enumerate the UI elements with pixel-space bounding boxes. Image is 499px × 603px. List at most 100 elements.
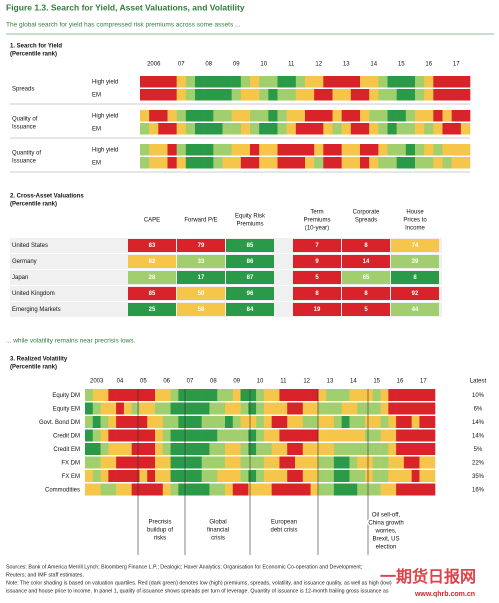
heat-cell	[326, 416, 335, 428]
heat-cell	[170, 443, 179, 455]
heat-cell	[140, 123, 150, 135]
heat-cell	[263, 483, 272, 496]
heat-cell	[201, 470, 210, 482]
heat-cell	[314, 144, 324, 156]
heat-cell	[217, 443, 226, 455]
heat-cell	[139, 456, 148, 469]
year-label: 13	[327, 379, 334, 385]
year-label: 2006	[147, 62, 161, 68]
heat-cell	[100, 456, 109, 469]
watermark-name: 一期货日报网	[380, 567, 476, 586]
heat-cell	[424, 89, 434, 101]
heat-cell	[277, 123, 287, 135]
latest-value: 35%	[472, 474, 485, 480]
heat-cell	[170, 389, 179, 401]
heat-cell	[248, 389, 257, 401]
heat-cell	[116, 429, 125, 442]
heat-cell	[326, 389, 335, 401]
heat-cell	[209, 456, 218, 469]
heat-cell	[213, 76, 223, 88]
heat-cell	[396, 389, 405, 401]
heat-cell	[268, 110, 278, 122]
heat-cell	[287, 443, 296, 455]
heat-cell	[240, 429, 249, 442]
heat-cell	[388, 402, 397, 415]
heat-cell	[222, 76, 232, 88]
value-label: 17	[198, 275, 205, 281]
heat-cell	[357, 429, 366, 442]
heat-cell	[100, 483, 109, 496]
heat-cell	[147, 456, 156, 469]
heat-cell	[378, 89, 388, 101]
heat-cell	[460, 76, 471, 88]
heat-cell	[277, 144, 287, 156]
heat-cell	[405, 89, 416, 101]
heat-cell	[277, 110, 287, 122]
year-label: 09	[233, 379, 240, 385]
heat-cell	[256, 470, 265, 482]
heat-cell	[286, 89, 297, 101]
year-label: 10	[257, 379, 264, 385]
heat-cell	[302, 402, 311, 415]
heat-cell	[167, 89, 177, 101]
heat-cell	[263, 402, 272, 415]
heat-cell	[396, 89, 407, 101]
heat-cell	[92, 402, 101, 415]
heat-cell	[332, 123, 342, 135]
heat-cell	[232, 402, 241, 415]
heat-cell	[92, 389, 101, 401]
heat-cell	[167, 76, 177, 88]
event-label: crisis	[211, 536, 225, 542]
heat-cell	[185, 157, 196, 169]
value-cell	[342, 255, 390, 268]
heat-cell	[217, 470, 226, 482]
year-label: 04	[117, 379, 124, 385]
heat-cell	[213, 123, 223, 135]
heat-cell	[419, 389, 428, 401]
heat-cell	[419, 483, 428, 496]
heat-cell	[231, 123, 242, 135]
heat-cell	[405, 123, 416, 135]
heat-cell	[271, 456, 280, 469]
heat-cell	[178, 470, 187, 482]
row-label: High yield	[92, 114, 118, 120]
event-label: Brexit, US	[372, 537, 399, 543]
heat-cell	[365, 402, 374, 415]
heat-cell	[310, 456, 319, 469]
heat-cell	[365, 429, 374, 442]
heat-cell	[195, 110, 205, 122]
heat-cell	[387, 123, 397, 135]
heat-cell	[139, 416, 148, 428]
heat-cell	[240, 157, 251, 169]
heat-cell	[411, 483, 420, 496]
heat-cell	[415, 89, 425, 101]
heat-cell	[295, 443, 304, 455]
event-label: Oil sell-off,	[372, 513, 401, 519]
heat-cell	[360, 110, 370, 122]
heat-cell	[248, 443, 257, 455]
value-label: 39	[412, 259, 419, 265]
heat-cell	[186, 429, 195, 442]
heat-cell	[232, 483, 241, 496]
heat-cell	[158, 157, 168, 169]
heat-cell	[305, 144, 315, 156]
heat-cell	[427, 443, 436, 455]
heat-cell	[186, 456, 195, 469]
heat-cell	[85, 470, 94, 482]
heat-cell	[204, 157, 214, 169]
heat-cell	[139, 443, 148, 455]
row-name: United States	[12, 243, 48, 249]
row-label: EM	[92, 93, 101, 99]
heat-cell	[178, 402, 187, 415]
heat-cell	[139, 470, 148, 482]
column-header: House	[406, 210, 424, 216]
heat-cell	[314, 123, 324, 135]
heat-cell	[92, 456, 101, 469]
group-label: Issuance	[12, 125, 37, 131]
heat-cell	[108, 456, 117, 469]
heat-cell	[287, 429, 296, 442]
heat-cell	[424, 110, 434, 122]
heat-cell	[147, 416, 156, 428]
heat-cell	[427, 456, 436, 469]
